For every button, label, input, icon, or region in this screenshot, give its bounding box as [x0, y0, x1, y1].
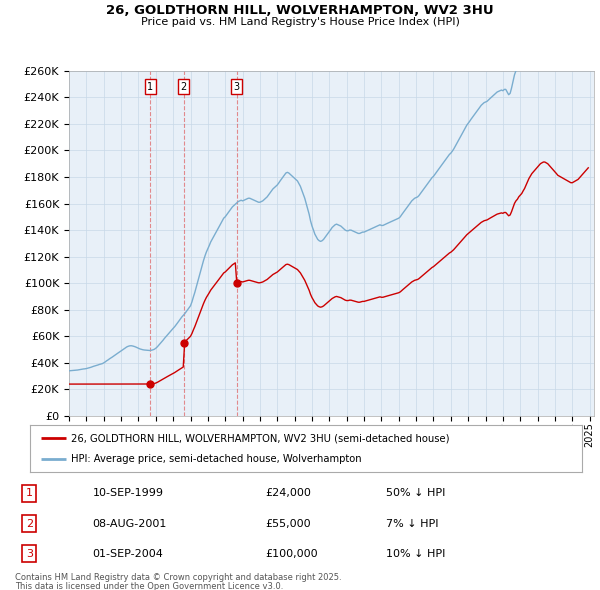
Text: 10% ↓ HPI: 10% ↓ HPI — [386, 549, 446, 559]
Text: 3: 3 — [234, 82, 240, 91]
Text: 1: 1 — [26, 489, 33, 499]
Text: 2: 2 — [26, 519, 33, 529]
Text: 01-SEP-2004: 01-SEP-2004 — [92, 549, 164, 559]
Text: 26, GOLDTHORN HILL, WOLVERHAMPTON, WV2 3HU: 26, GOLDTHORN HILL, WOLVERHAMPTON, WV2 3… — [106, 4, 494, 17]
Text: £24,000: £24,000 — [265, 489, 311, 499]
Text: 26, GOLDTHORN HILL, WOLVERHAMPTON, WV2 3HU (semi-detached house): 26, GOLDTHORN HILL, WOLVERHAMPTON, WV2 3… — [71, 433, 450, 443]
Text: HPI: Average price, semi-detached house, Wolverhampton: HPI: Average price, semi-detached house,… — [71, 454, 362, 464]
Text: £100,000: £100,000 — [265, 549, 318, 559]
Text: 1: 1 — [148, 82, 154, 91]
Text: This data is licensed under the Open Government Licence v3.0.: This data is licensed under the Open Gov… — [15, 582, 283, 590]
Text: £55,000: £55,000 — [265, 519, 311, 529]
Text: 10-SEP-1999: 10-SEP-1999 — [92, 489, 164, 499]
Text: 3: 3 — [26, 549, 33, 559]
Text: 50% ↓ HPI: 50% ↓ HPI — [386, 489, 446, 499]
Text: 08-AUG-2001: 08-AUG-2001 — [92, 519, 167, 529]
Text: Contains HM Land Registry data © Crown copyright and database right 2025.: Contains HM Land Registry data © Crown c… — [15, 573, 341, 582]
Text: Price paid vs. HM Land Registry's House Price Index (HPI): Price paid vs. HM Land Registry's House … — [140, 17, 460, 27]
Text: 2: 2 — [181, 82, 187, 91]
Text: 7% ↓ HPI: 7% ↓ HPI — [386, 519, 439, 529]
